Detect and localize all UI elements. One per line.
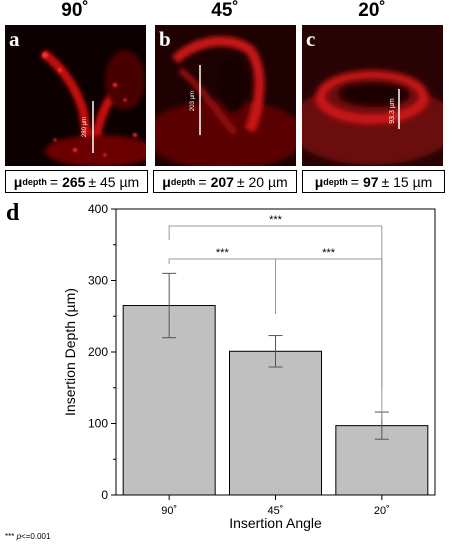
angle-title-20: 20˚ (358, 0, 386, 21)
mu-symbol: μ (13, 173, 23, 190)
x-tick-label-0: 90˚ (161, 505, 177, 517)
micrograph-panel-b: 203 µm b (155, 25, 296, 166)
mu-subscript: depth (170, 176, 196, 187)
y-tick-label-4: 400 (88, 202, 108, 216)
footnote-stars: *** (5, 532, 15, 541)
micrograph-c-image: 93.3 µm (302, 25, 443, 166)
mu-symbol: μ (314, 173, 324, 190)
panel-letter-b: b (159, 27, 171, 51)
footnote-threshold: <=0.001 (21, 532, 51, 541)
bar-1 (229, 350, 322, 496)
significance-label-0: *** (216, 247, 230, 259)
micrograph-a-image: 280 µm (5, 25, 146, 166)
mu-subscript: depth (22, 176, 47, 187)
depth-rest-90: ± 45 µm (88, 173, 140, 190)
scale-label-b: 203 µm (190, 91, 196, 111)
y-axis-label: Insertion Depth (µm) (62, 288, 78, 416)
depth-rest-45: ± 20 µm (236, 173, 288, 190)
mu-symbol: μ (162, 173, 171, 190)
angle-title-45: 45˚ (211, 0, 239, 21)
depth-rest-20: ± 15 µm (381, 173, 433, 190)
panel-letter-d: d (6, 200, 20, 226)
y-tick-label-1: 100 (88, 417, 108, 431)
x-axis-label: Insertion Angle (229, 515, 322, 531)
scale-label-a: 280 µm (82, 117, 88, 137)
footnote: *** p<=0.001 (5, 532, 50, 541)
panel-letter-a: a (9, 27, 20, 51)
scale-label-c: 93.3 µm (389, 98, 396, 124)
significance-bracket-2 (168, 225, 383, 420)
y-tick-label-3: 300 (88, 274, 108, 288)
depth-value-90: 265 (62, 173, 86, 190)
panel-letter-c: c (306, 27, 316, 51)
significance-label-1: *** (322, 247, 336, 259)
depth-box-20: μ depth = 97 ± 15 µm (302, 170, 445, 193)
depth-box-90: μ depth = 265 ± 45 µm (5, 170, 148, 193)
y-tick-label-0: 0 (101, 488, 108, 502)
depth-value-20: 97 (362, 173, 379, 190)
mu-subscript: depth (323, 176, 348, 187)
x-tick-label-1: 45˚ (268, 505, 284, 517)
depth-box-45: μ depth = 207 ± 20 µm (153, 170, 297, 193)
micrograph-panel-c: 93.3 µm c (302, 25, 443, 166)
x-tick-label-2: 20˚ (374, 505, 390, 517)
significance-label-2: *** (269, 214, 283, 226)
footnote-p: p (16, 532, 22, 541)
depth-value-45: 207 (210, 173, 234, 190)
micrograph-panel-a: 280 µm a (5, 25, 146, 166)
micrograph-b-image: 203 µm (155, 25, 296, 166)
y-tick-label-2: 200 (88, 345, 108, 359)
angle-title-90: 90˚ (61, 0, 89, 21)
